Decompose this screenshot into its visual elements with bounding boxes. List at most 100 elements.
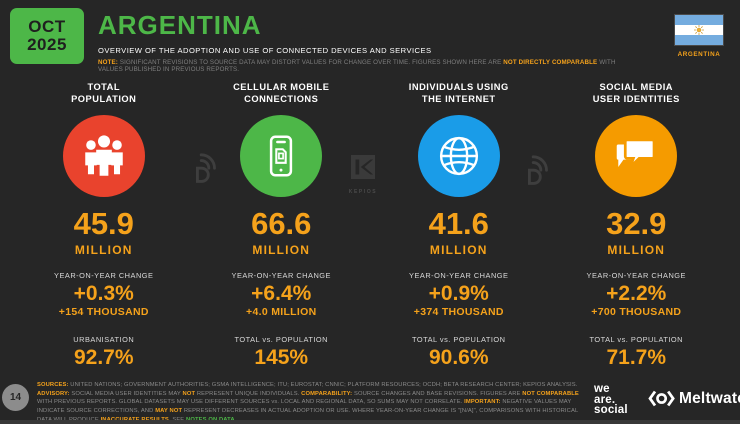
header: OCT 2025 ARGENTINA OVERVIEW OF THE ADOPT… [10, 8, 730, 73]
note-highlight: NOT DIRECTLY COMPARABLE [503, 58, 598, 66]
date-year: 2025 [27, 35, 67, 54]
stat-column-title: TOTAL POPULATION [15, 82, 193, 106]
stat-label-line: CELLULAR MOBILE [233, 82, 330, 92]
meltwater-logo: Meltwater [648, 389, 740, 408]
stat-unit: MILLION [607, 243, 666, 257]
stat-label-line: THE INTERNET [421, 93, 496, 104]
yoy-percent: +0.9% [428, 282, 489, 305]
flag-stripe-bottom [675, 34, 723, 45]
yoy-label: YEAR-ON-YEAR CHANGE [409, 271, 509, 280]
page-number-badge: 14 [2, 384, 29, 411]
yoy-percent: +0.3% [73, 282, 134, 305]
sources-highlight: MAY NOT [155, 408, 183, 415]
datareportal-watermark-icon [518, 154, 556, 197]
yoy-absolute: +4.0 MILLION [246, 306, 317, 319]
note-text-end: WITH VALUES PUBLISHED IN PREVIOUS REPORT… [98, 58, 616, 73]
flag-stripe-middle [675, 24, 723, 35]
stat-label-line: SOCIAL MEDIA [599, 82, 673, 92]
social-badge [595, 115, 678, 197]
page-subtitle: OVERVIEW OF THE ADOPTION AND USE OF CONN… [98, 46, 432, 55]
sources-segment: . SEE [169, 417, 186, 423]
mobile-badge [240, 115, 323, 197]
yoy-percent: +2.2% [606, 282, 667, 305]
stat-label-line: CONNECTIONS [244, 93, 319, 104]
was-logo-line: are. [594, 393, 616, 406]
flag-block: ARGENTINA [670, 14, 728, 58]
sources-segment: . [235, 417, 237, 423]
secondary-label: URBANISATION [73, 335, 135, 345]
chat-bubbles-icon [616, 138, 656, 168]
internet-badge [417, 115, 500, 197]
stat-column-title: CELLULAR MOBILE CONNECTIONS [193, 82, 371, 106]
date-badge: OCT 2025 [10, 8, 84, 64]
footer: 14 SOURCES: UNITED NATIONS; GOVERNMENT A… [0, 376, 740, 424]
stat-column-title: SOCIAL MEDIA USER IDENTITIES [548, 82, 726, 106]
sources-segment: NEGATIVE VALUES MAY INDICATE SOURCE CORR… [37, 399, 572, 415]
yoy-absolute: +700 THOUSAND [591, 306, 682, 319]
stat-label-line: TOTAL [87, 82, 121, 92]
sources-segment: WITH PREVIOUS REPORTS. GLOBAL DATASETS M… [37, 399, 465, 406]
stat-unit: MILLION [74, 243, 133, 257]
stat-label-line: USER IDENTITIES [592, 93, 680, 104]
yoy-label: YEAR-ON-YEAR CHANGE [54, 271, 154, 280]
sources-segment: SOURCE CHANGES AND BASE REVISIONS. FIGUR… [352, 390, 523, 397]
stat-column-mobile: CELLULAR MOBILE CONNECTIONS 66.6 MILLION… [193, 82, 371, 369]
yoy-absolute: +154 THOUSAND [58, 306, 149, 319]
page-title: ARGENTINA [98, 10, 262, 40]
advisory-label: ADVISORY: [37, 390, 70, 397]
flag-label: ARGENTINA [677, 51, 721, 58]
secondary-label: TOTAL vs. POPULATION [589, 335, 683, 345]
stat-value: 45.9 [73, 206, 134, 241]
yoy-label: YEAR-ON-YEAR CHANGE [231, 271, 331, 280]
globe-icon [439, 136, 478, 176]
title-block: ARGENTINA OVERVIEW OF THE ADOPTION AND U… [98, 10, 640, 73]
note-label: NOTE: [98, 58, 118, 66]
stat-label-line: INDIVIDUALS USING [408, 82, 509, 92]
kepios-watermark-icon: KEPIOS [348, 152, 378, 195]
we-are-social-logo: we are. social [594, 383, 628, 417]
meltwater-mark-icon [648, 390, 675, 407]
stat-column-title: INDIVIDUALS USING THE INTERNET [370, 82, 548, 106]
comparability-label: COMPARABILITY: [301, 390, 353, 397]
sun-icon [694, 25, 704, 35]
sources-highlight: NOT COMPARABLE [522, 390, 579, 397]
secondary-value: 71.7% [606, 346, 667, 370]
kepios-watermark-label: KEPIOS [348, 189, 378, 195]
sources-highlight: NOT [182, 390, 196, 397]
stat-value: 41.6 [428, 206, 489, 241]
secondary-label: TOTAL vs. POPULATION [234, 335, 328, 345]
datareportal-watermark-icon [186, 152, 224, 195]
population-badge [62, 115, 145, 197]
stat-value: 66.6 [251, 206, 312, 241]
stat-unit: MILLION [252, 243, 311, 257]
stat-columns: TOTAL POPULATION 45.9 [15, 82, 725, 369]
yoy-percent: +6.4% [251, 282, 312, 305]
note-text: SIGNIFICANT REVISIONS TO SOURCE DATA MAY… [118, 58, 504, 66]
sources-segment: SOCIAL MEDIA USER IDENTITIES MAY [69, 390, 183, 397]
secondary-value: 90.6% [428, 346, 489, 370]
was-logo-line: we [594, 383, 610, 395]
meltwater-wordmark: Meltwater [679, 389, 740, 407]
yoy-absolute: +374 THOUSAND [413, 306, 504, 319]
stat-value: 32.9 [606, 206, 667, 241]
sources-segment: REPRESENT DECREASES IN ACTUAL ADOPTION O… [37, 408, 579, 423]
sources-segment: UNITED NATIONS; GOVERNMENT AUTHORITIES; … [68, 382, 578, 388]
was-logo-line: social [594, 404, 628, 417]
secondary-label: TOTAL vs. POPULATION [412, 335, 506, 345]
date-month: OCT [28, 16, 66, 36]
notes-on-data-link[interactable]: NOTES ON DATA [186, 417, 235, 423]
stat-unit: MILLION [429, 243, 488, 257]
sources-label: SOURCES: [37, 382, 69, 388]
secondary-value: 145% [254, 346, 309, 370]
yoy-label: YEAR-ON-YEAR CHANGE [586, 271, 686, 280]
bottom-strip [0, 420, 740, 424]
sources-segment: REPRESENT UNIQUE INDIVIDUALS. [195, 390, 302, 397]
sources-highlight: INACCURATE RESULTS [101, 417, 169, 423]
people-icon [85, 135, 123, 176]
sources-text: SOURCES: UNITED NATIONS; GOVERNMENT AUTH… [37, 381, 585, 424]
important-label: IMPORTANT: [464, 399, 501, 406]
stat-column-social: SOCIAL MEDIA USER IDENTITIES 32.9 MILLIO… [548, 82, 726, 369]
stat-column-population: TOTAL POPULATION 45.9 [15, 82, 193, 369]
stat-label-line: POPULATION [71, 93, 137, 104]
